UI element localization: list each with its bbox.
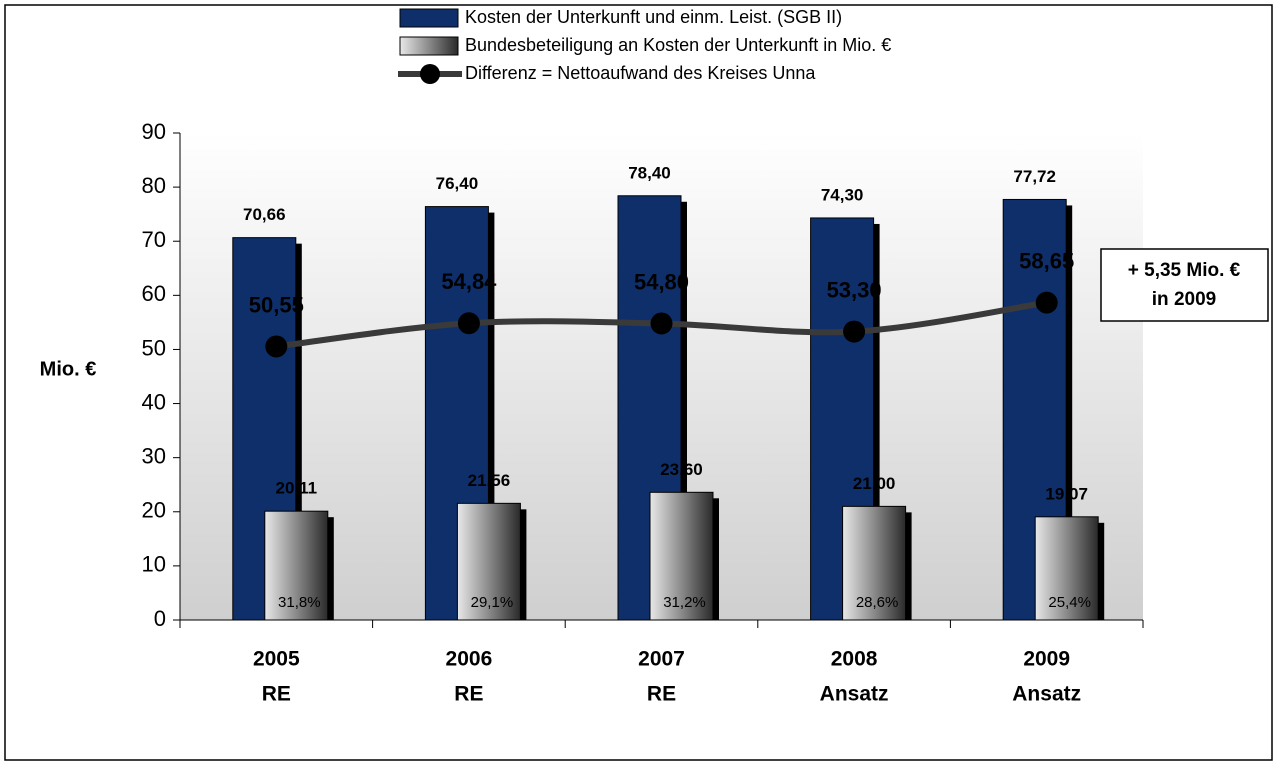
- y-tick-label: 0: [154, 606, 166, 631]
- x-tick-label: 2006: [446, 648, 493, 671]
- bar: [649, 491, 714, 621]
- bar: [1034, 516, 1099, 621]
- bar: [842, 505, 907, 621]
- legend-label: Bundesbeteiligung an Kosten der Unterkun…: [465, 35, 891, 55]
- bar-value-label: 21,56: [468, 471, 511, 490]
- legend-label: Differenz = Nettoaufwand des Kreises Unn…: [465, 63, 816, 83]
- line-value-label: 54,84: [441, 269, 497, 294]
- line-value-label: 50,55: [249, 292, 304, 317]
- bar: [264, 510, 329, 621]
- x-tick-label: RE: [454, 683, 483, 706]
- share-label: 28,6%: [856, 594, 899, 611]
- y-tick-label: 80: [142, 173, 166, 198]
- y-tick-label: 30: [142, 443, 166, 468]
- annotation-box: [1100, 248, 1269, 322]
- line-marker: [457, 312, 480, 335]
- y-tick-label: 20: [142, 498, 166, 523]
- line-value-label: 53,30: [827, 277, 882, 302]
- x-tick-label: RE: [647, 683, 676, 706]
- x-tick-label: 2008: [831, 648, 878, 671]
- bar-value-label: 74,30: [821, 185, 864, 204]
- bar-value-label: 70,66: [243, 205, 286, 224]
- y-tick-label: 50: [142, 335, 166, 360]
- x-tick-label: Ansatz: [1012, 683, 1081, 706]
- share-label: 29,1%: [471, 594, 514, 611]
- x-tick-label: 2005: [253, 648, 300, 671]
- y-tick-label: 90: [142, 119, 166, 144]
- share-label: 31,8%: [278, 594, 321, 611]
- bar-value-label: 78,40: [628, 163, 671, 182]
- bar: [456, 502, 521, 621]
- share-label: 25,4%: [1048, 594, 1091, 611]
- annotation: + 5,35 Mio. €: [1128, 260, 1241, 281]
- legend-swatch: [399, 8, 459, 28]
- x-tick-label: 2009: [1023, 648, 1070, 671]
- x-tick-label: 2007: [638, 648, 685, 671]
- line-marker: [265, 335, 288, 358]
- y-tick-label: 40: [142, 389, 166, 414]
- line-value-label: 58,65: [1019, 248, 1074, 273]
- bar-value-label: 21,00: [853, 474, 896, 493]
- line-marker: [650, 312, 673, 335]
- y-tick-label: 70: [142, 227, 166, 252]
- line-value-label: 54,80: [634, 269, 689, 294]
- legend-swatch: [399, 36, 459, 56]
- legend-marker: [420, 64, 440, 84]
- bar-value-label: 23,60: [660, 460, 703, 479]
- y-tick-label: 60: [142, 281, 166, 306]
- annotation: in 2009: [1152, 289, 1216, 310]
- x-tick-label: Ansatz: [820, 683, 889, 706]
- legend-label: Kosten der Unterkunft und einm. Leist. (…: [465, 7, 842, 27]
- bar-value-label: 77,72: [1013, 167, 1056, 186]
- y-tick-label: 10: [142, 552, 166, 577]
- bar-value-label: 20,11: [275, 479, 317, 498]
- y-axis-label: Mio. €: [40, 358, 97, 380]
- line-marker: [843, 320, 866, 343]
- bar-value-label: 19,07: [1045, 484, 1088, 503]
- share-label: 31,2%: [663, 594, 706, 611]
- x-tick-label: RE: [262, 683, 291, 706]
- line-marker: [1035, 291, 1058, 314]
- bar-value-label: 76,40: [436, 174, 479, 193]
